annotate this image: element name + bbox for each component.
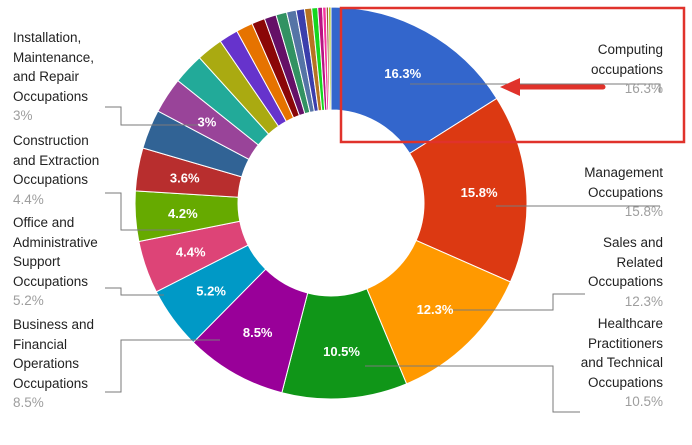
legend-healthcare: Healthcare Practitioners and Technical O… <box>581 314 663 412</box>
legend-office-pct: 5.2% <box>13 293 44 308</box>
slice-value-label-7: 4.2% <box>168 206 198 221</box>
slice-value-label-2: 12.3% <box>417 302 454 317</box>
donut-slice-1 <box>408 97 528 283</box>
leader-line-5 <box>105 287 164 296</box>
leader-lines <box>105 83 661 413</box>
slice-value-label-3: 10.5% <box>323 344 360 359</box>
slice-value-label-4: 8.5% <box>243 325 273 340</box>
legend-construction-pct: 4.4% <box>13 191 44 207</box>
slice-value-labels: 16.3% 15.8% 12.3% 10.5% 8.5% 5.2% 4.4% 4.2% 3.6%… <box>168 66 498 359</box>
highlight-arrow <box>500 78 606 96</box>
leader-line-4 <box>105 339 220 393</box>
legend-installation-name: Installation, Maintenance, and Repair Oc… <box>13 30 95 104</box>
legend-business: Business and Financial Operations Occupa… <box>13 315 94 413</box>
legend-installation: Installation, Maintenance, and Repair Oc… <box>13 28 94 126</box>
leader-line-3 <box>365 365 580 413</box>
legend-healthcare-name: Healthcare Practitioners and Technical O… <box>580 316 663 390</box>
leader-line-0 <box>410 83 661 92</box>
leader-line-2 <box>452 293 585 311</box>
donut-slice-0 <box>330 6 498 155</box>
legend-management: Management Occupations 15.8% <box>584 163 663 222</box>
legend-computing-name: Computing occupations <box>590 42 663 77</box>
leader-line-6 <box>105 192 180 231</box>
legend-business-name: Business and Financial Operations Occupa… <box>13 317 95 391</box>
legend-sales: Sales and Related Occupations 12.3% <box>588 233 663 311</box>
legend-management-pct: 15.8% <box>624 204 663 219</box>
legend-computing-pct: 16.3% <box>624 81 663 96</box>
legend-office-name: Office and Administrative Support Occupa… <box>13 215 98 289</box>
donut-slice-25 <box>328 6 332 111</box>
slice-value-label-10: 3% <box>197 114 216 129</box>
highlight-box <box>339 6 686 144</box>
legend-sales-name: Sales and Related Occupations <box>587 235 663 289</box>
legend-business-pct: 8.5% <box>13 395 44 410</box>
leader-line-7 <box>105 106 198 126</box>
legend-healthcare-pct: 10.5% <box>624 394 663 409</box>
slice-value-label-6: 4.4% <box>176 245 206 260</box>
legend-construction-name: Construction and Extraction Occupations <box>13 133 100 187</box>
slice-value-label-1: 15.8% <box>461 185 498 200</box>
legend-construction: Construction and Extraction Occupations … <box>13 131 99 209</box>
legend-computing: Computing occupations 16.3% <box>591 40 663 99</box>
legend-installation-pct: 3% <box>13 108 33 123</box>
slice-value-label-8: 3.6% <box>170 170 200 185</box>
slice-value-label-5: 5.2% <box>196 284 226 299</box>
legend-management-name: Management Occupations <box>584 165 663 200</box>
donut-slices <box>134 6 528 400</box>
legend-sales-pct: 12.3% <box>624 293 663 309</box>
slice-value-label-0: 16.3% <box>384 66 421 81</box>
legend-office: Office and Administrative Support Occupa… <box>13 213 98 311</box>
